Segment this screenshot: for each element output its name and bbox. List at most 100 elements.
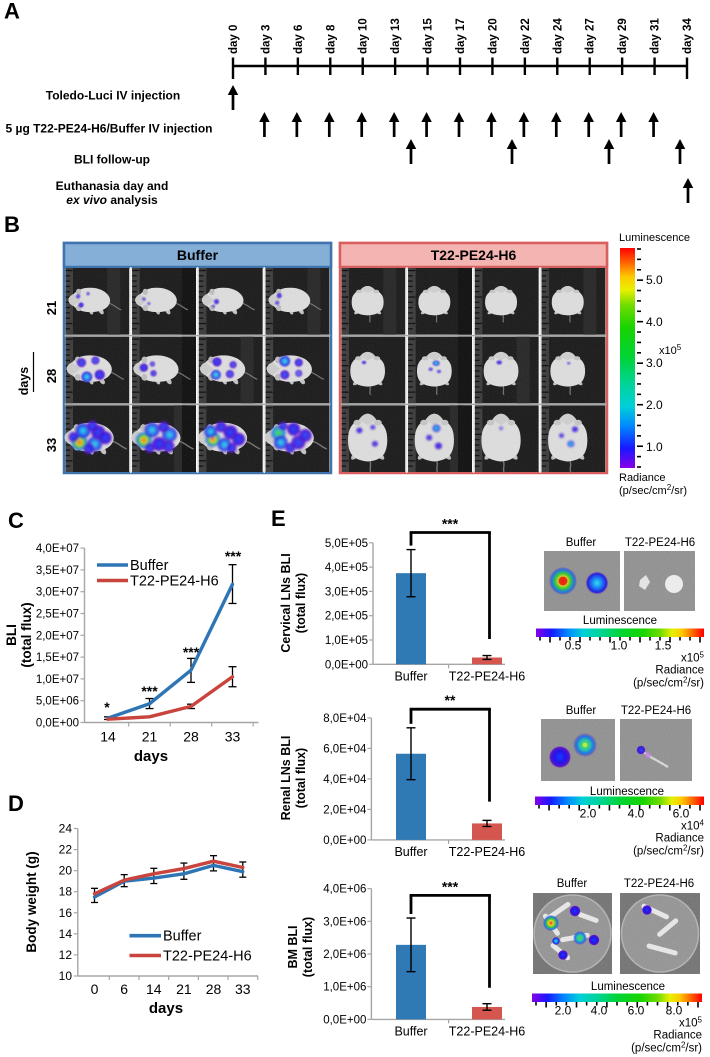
svg-text:day 31: day 31 bbox=[650, 18, 662, 54]
svg-text:5 µg T22-PE24-H6/Buffer IV inj: 5 µg T22-PE24-H6/Buffer IV injection bbox=[6, 122, 213, 136]
svg-text:day 24: day 24 bbox=[552, 18, 564, 54]
svg-text:Buffer: Buffer bbox=[163, 929, 202, 945]
svg-text:T22-PE24-H6: T22-PE24-H6 bbox=[431, 247, 517, 263]
svg-text:2,0E+05: 2,0E+05 bbox=[325, 611, 368, 623]
svg-text:2,0E+04: 2,0E+04 bbox=[323, 804, 367, 816]
svg-text:5.0: 5.0 bbox=[646, 273, 663, 287]
svg-text:Buffer: Buffer bbox=[394, 1024, 427, 1038]
svg-text:Radiance: Radiance bbox=[655, 833, 704, 845]
svg-text:BLI: BLI bbox=[4, 624, 19, 646]
svg-text:22: 22 bbox=[59, 843, 73, 857]
svg-text:16: 16 bbox=[59, 906, 73, 920]
svg-text:Cervical LNs BLI: Cervical LNs BLI bbox=[279, 553, 293, 652]
svg-text:Radiance: Radiance bbox=[653, 1030, 702, 1042]
svg-text:0,0E+00: 0,0E+00 bbox=[323, 835, 366, 847]
svg-text:day 22: day 22 bbox=[520, 18, 532, 54]
svg-text:Luminescence: Luminescence bbox=[619, 232, 690, 244]
svg-text:B: B bbox=[4, 212, 20, 237]
svg-text:21: 21 bbox=[176, 981, 192, 997]
svg-text:28: 28 bbox=[44, 369, 59, 383]
svg-text:0.5: 0.5 bbox=[565, 639, 582, 653]
svg-text:day 29: day 29 bbox=[617, 18, 629, 54]
svg-text:Body weight (g): Body weight (g) bbox=[24, 851, 39, 952]
svg-text:2.0: 2.0 bbox=[646, 398, 663, 412]
svg-text:day 20: day 20 bbox=[487, 18, 499, 54]
svg-text:10: 10 bbox=[59, 969, 73, 983]
svg-text:4.0: 4.0 bbox=[628, 807, 645, 821]
svg-text:14: 14 bbox=[100, 729, 116, 745]
svg-text:3,0E+06: 3,0E+06 bbox=[323, 916, 366, 928]
svg-text:21: 21 bbox=[142, 729, 158, 745]
svg-text:33: 33 bbox=[225, 729, 241, 745]
svg-text:x105: x105 bbox=[679, 1015, 703, 1030]
svg-text:x105: x105 bbox=[659, 343, 682, 358]
svg-text:2,0E+07: 2,0E+07 bbox=[36, 630, 79, 642]
svg-text:***: *** bbox=[225, 548, 242, 564]
svg-text:4,0E+05: 4,0E+05 bbox=[325, 562, 368, 574]
svg-text:3,5E+07: 3,5E+07 bbox=[36, 565, 79, 577]
svg-text:day 0: day 0 bbox=[228, 25, 240, 54]
svg-text:5,0E+05: 5,0E+05 bbox=[325, 538, 368, 550]
svg-text:day 17: day 17 bbox=[455, 18, 467, 54]
svg-text:Buffer: Buffer bbox=[130, 558, 169, 574]
svg-text:2,5E+07: 2,5E+07 bbox=[36, 609, 79, 621]
svg-text:day 34: day 34 bbox=[682, 18, 694, 54]
svg-text:Luminescence: Luminescence bbox=[591, 981, 665, 993]
svg-text:20: 20 bbox=[59, 864, 73, 878]
svg-text:2.0: 2.0 bbox=[555, 1004, 572, 1018]
svg-text:(p/sec/cm2/sr): (p/sec/cm2/sr) bbox=[633, 843, 704, 858]
svg-text:BM BLI: BM BLI bbox=[286, 925, 300, 968]
svg-text:3.0: 3.0 bbox=[646, 356, 663, 370]
svg-text:day 15: day 15 bbox=[423, 18, 435, 54]
svg-text:1,0E+05: 1,0E+05 bbox=[325, 635, 368, 647]
svg-text:0,0E+00: 0,0E+00 bbox=[36, 718, 79, 730]
svg-text:6: 6 bbox=[120, 981, 128, 997]
svg-text:0,0E+00: 0,0E+00 bbox=[325, 659, 368, 671]
svg-text:*: * bbox=[104, 699, 110, 715]
svg-text:D: D bbox=[8, 791, 24, 816]
svg-text:***: *** bbox=[141, 683, 158, 699]
svg-text:4,0E+07: 4,0E+07 bbox=[36, 543, 79, 555]
svg-text:x104: x104 bbox=[681, 818, 705, 833]
svg-text:day 13: day 13 bbox=[390, 18, 402, 54]
svg-text:days: days bbox=[134, 748, 168, 765]
svg-text:Radiance: Radiance bbox=[619, 472, 665, 484]
svg-text:***: *** bbox=[442, 878, 459, 894]
svg-text:2,0E+06: 2,0E+06 bbox=[323, 949, 366, 961]
svg-text:Buffer: Buffer bbox=[177, 247, 219, 263]
svg-text:***: *** bbox=[442, 516, 459, 532]
svg-text:C: C bbox=[8, 508, 24, 533]
svg-text:Buffer: Buffer bbox=[557, 878, 588, 890]
svg-text:Renal LNs BLI: Renal LNs BLI bbox=[279, 736, 293, 821]
svg-text:Buffer: Buffer bbox=[566, 705, 597, 717]
svg-text:(p/sec/cm2/sr): (p/sec/cm2/sr) bbox=[633, 675, 704, 690]
svg-text:E: E bbox=[271, 506, 286, 531]
svg-text:21: 21 bbox=[44, 301, 59, 315]
svg-text:1,0E+07: 1,0E+07 bbox=[36, 674, 79, 686]
svg-text:Luminescence: Luminescence bbox=[590, 786, 664, 798]
svg-text:14: 14 bbox=[59, 927, 73, 941]
svg-text:0,0E+00: 0,0E+00 bbox=[323, 1014, 366, 1026]
svg-text:**: ** bbox=[445, 692, 456, 708]
svg-text:Radiance: Radiance bbox=[655, 665, 704, 677]
svg-text:(total flux): (total flux) bbox=[19, 602, 34, 667]
svg-text:Toledo-Luci IV injection: Toledo-Luci IV injection bbox=[46, 89, 180, 103]
svg-text:A: A bbox=[4, 0, 20, 24]
svg-text:8.0: 8.0 bbox=[666, 1004, 683, 1018]
svg-text:(total flux): (total flux) bbox=[294, 748, 308, 808]
svg-text:1,0E+06: 1,0E+06 bbox=[323, 982, 366, 994]
svg-text:3,0E+05: 3,0E+05 bbox=[325, 586, 368, 598]
svg-text:28: 28 bbox=[206, 981, 222, 997]
svg-text:***: *** bbox=[183, 644, 200, 660]
svg-text:ex vivo analysis: ex vivo analysis bbox=[66, 193, 158, 207]
svg-text:(total flux): (total flux) bbox=[301, 917, 315, 977]
svg-text:T22-PE24-H6: T22-PE24-H6 bbox=[624, 878, 694, 890]
svg-text:Buffer: Buffer bbox=[394, 845, 427, 859]
svg-text:T22-PE24-H6: T22-PE24-H6 bbox=[130, 574, 219, 590]
svg-text:6.0: 6.0 bbox=[628, 1004, 645, 1018]
svg-text:1.5: 1.5 bbox=[655, 639, 672, 653]
svg-text:day 8: day 8 bbox=[325, 24, 337, 54]
svg-text:day 27: day 27 bbox=[585, 18, 597, 54]
svg-text:5,0E+06: 5,0E+06 bbox=[36, 696, 79, 708]
svg-text:Luminescence: Luminescence bbox=[583, 615, 657, 627]
